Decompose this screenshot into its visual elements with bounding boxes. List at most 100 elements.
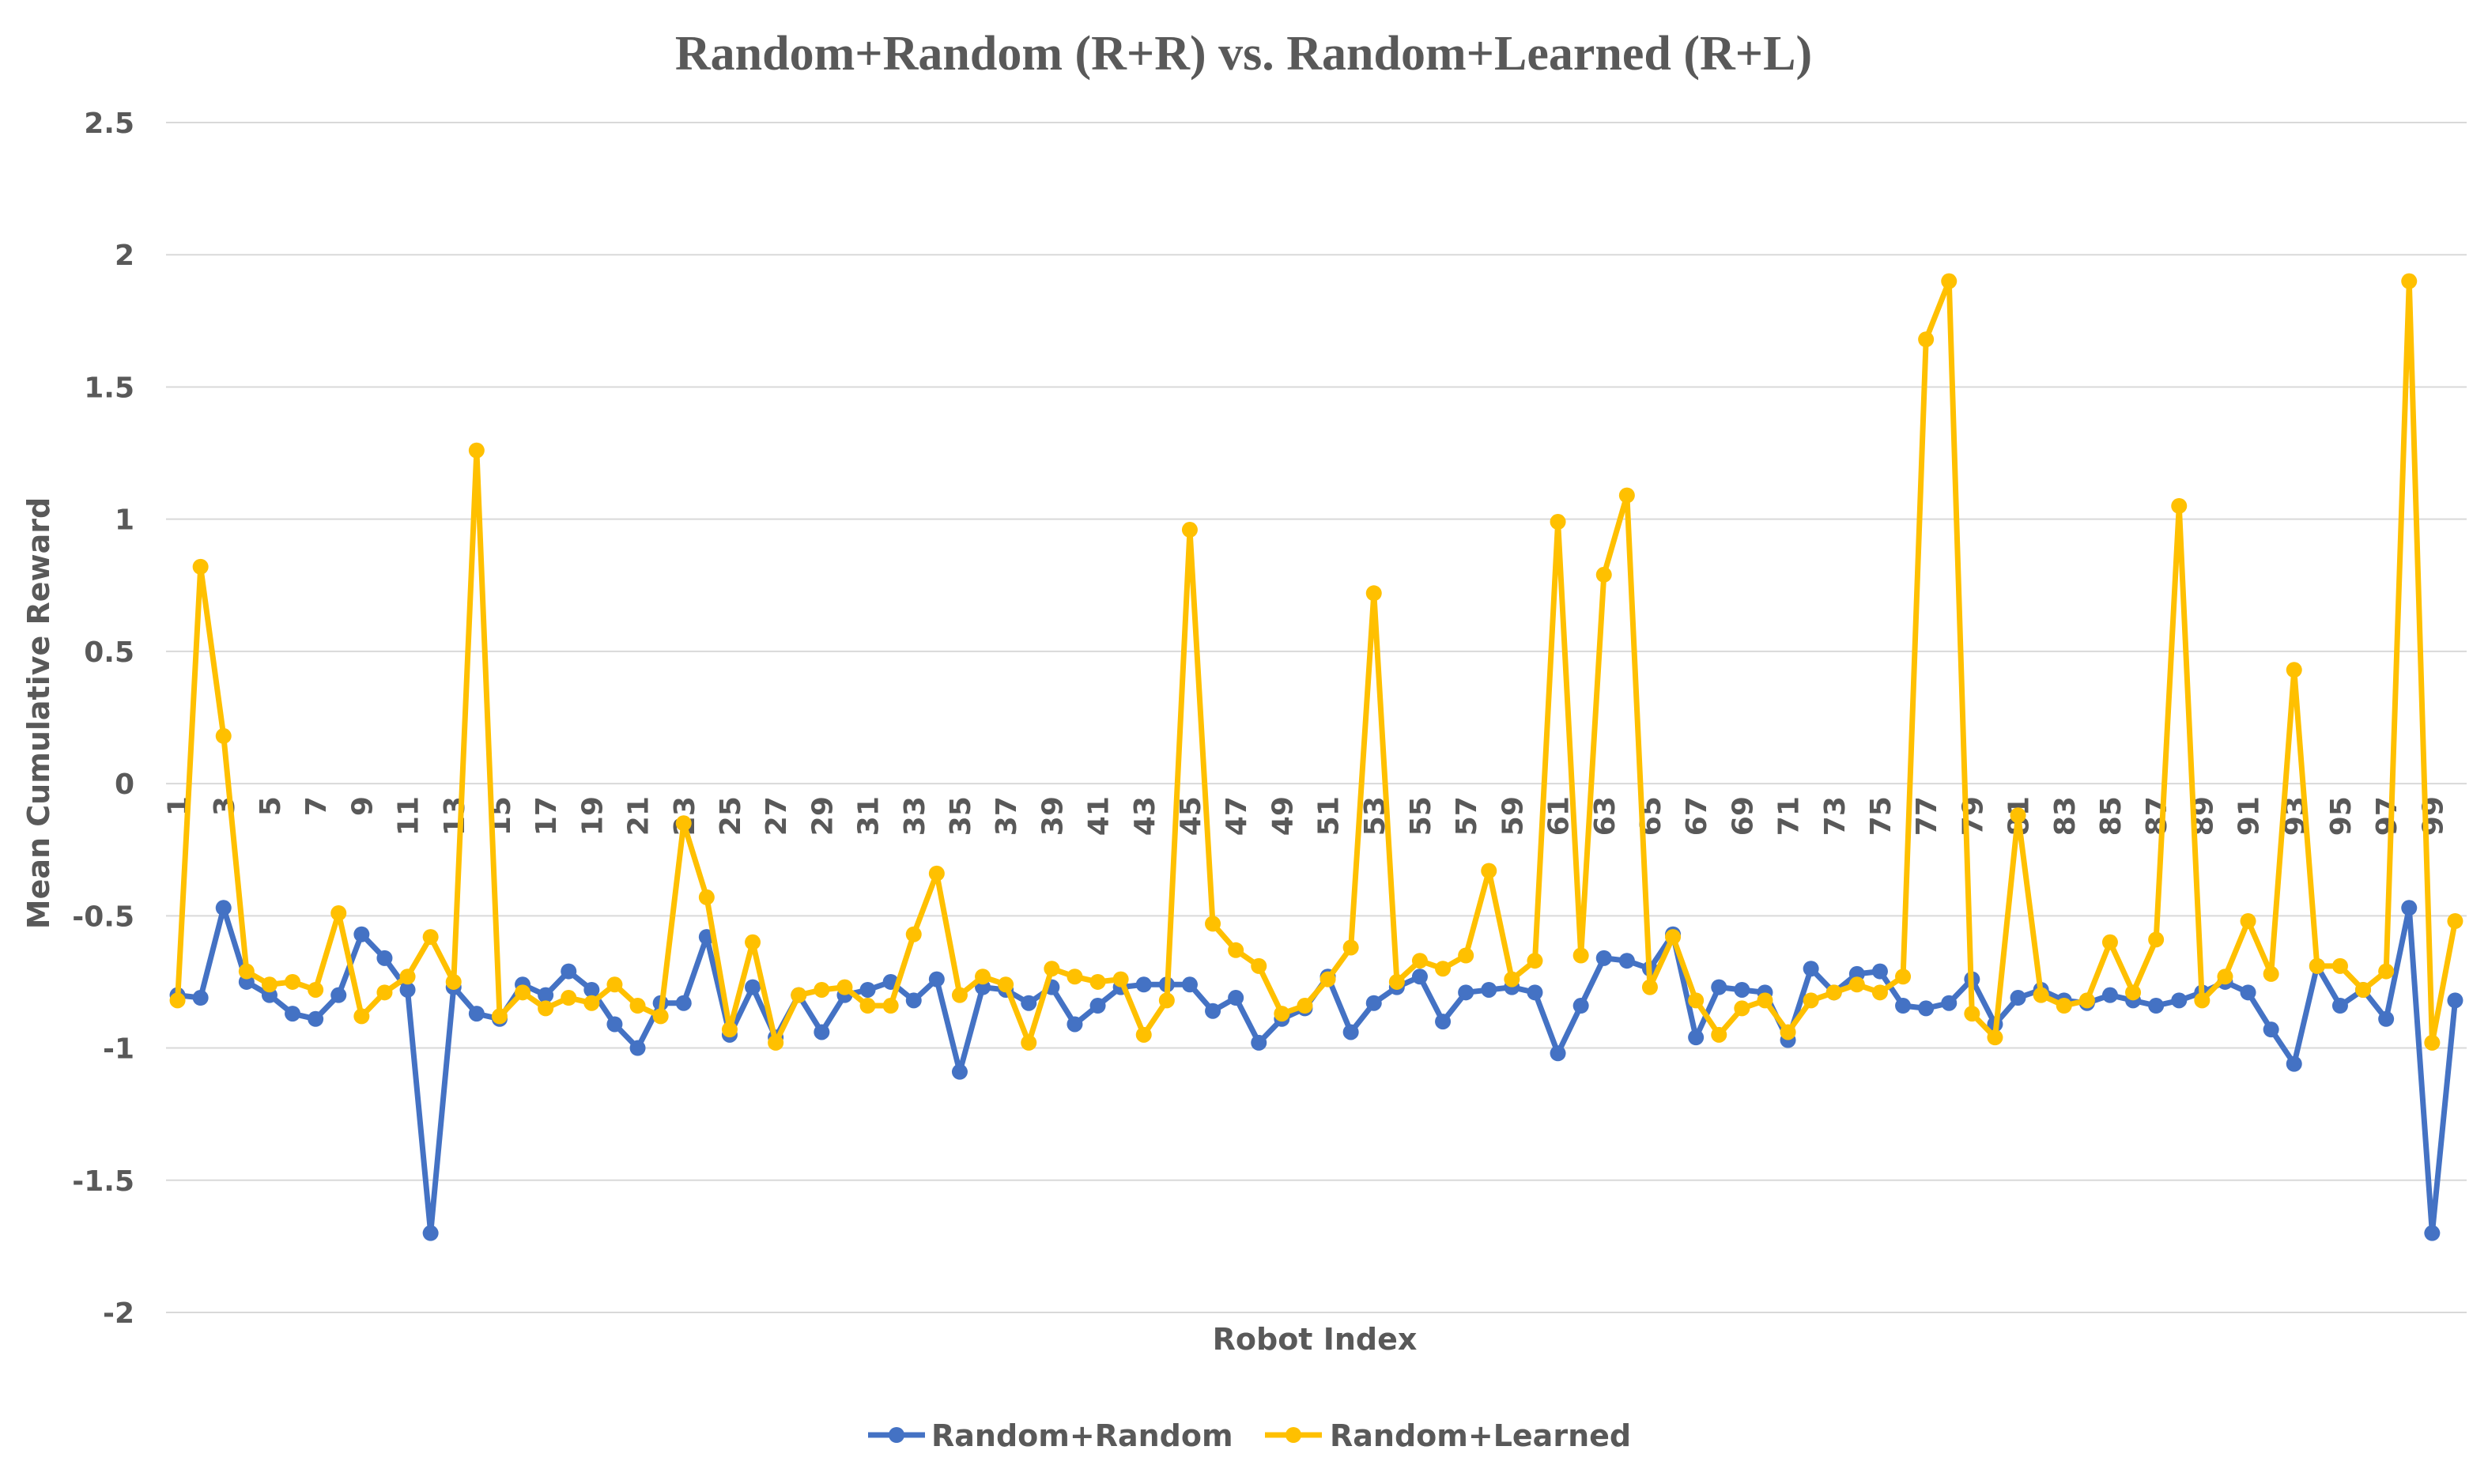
data-point-random-learned — [308, 981, 324, 998]
data-point-random-learned — [905, 926, 922, 942]
data-point-random-random — [1895, 998, 1912, 1014]
x-tick-label: 75 — [1865, 796, 1897, 836]
data-point-random-learned — [1388, 973, 1405, 990]
data-point-random-random — [1572, 998, 1589, 1014]
data-point-random-learned — [515, 984, 531, 1001]
data-point-random-random — [1411, 969, 1428, 985]
data-point-random-learned — [2078, 992, 2095, 1009]
data-point-random-random — [1618, 953, 1635, 969]
data-point-random-random — [308, 1010, 324, 1027]
legend: Random+Random Random+Learned — [868, 1418, 1631, 1453]
data-point-random-learned — [928, 865, 945, 882]
data-point-random-random — [215, 900, 232, 916]
data-point-random-learned — [1618, 487, 1635, 504]
data-point-random-learned — [192, 558, 209, 575]
legend-item-random-random: Random+Random — [868, 1418, 1233, 1453]
x-tick-label: 29 — [806, 796, 839, 836]
data-point-random-learned — [768, 1034, 784, 1051]
data-point-random-random — [859, 981, 876, 998]
x-tick-label: 31 — [853, 796, 885, 836]
x-tick-label: 61 — [1543, 796, 1576, 836]
data-point-random-random — [1205, 1003, 1221, 1019]
y-tick-label: -2 — [103, 1297, 134, 1330]
x-tick-label: 91 — [2233, 796, 2266, 836]
data-point-random-learned — [1365, 585, 1382, 602]
data-point-random-learned — [1665, 929, 1682, 946]
series-random-learned — [169, 273, 2463, 1051]
data-point-random-learned — [1228, 942, 1244, 958]
data-point-random-learned — [1848, 976, 1865, 993]
data-point-random-learned — [951, 987, 968, 1003]
data-point-random-learned — [353, 1008, 370, 1025]
data-point-random-random — [1067, 1016, 1083, 1033]
data-point-random-learned — [1274, 1006, 1290, 1022]
x-tick-label: 71 — [1773, 796, 1806, 836]
data-point-random-random — [1734, 981, 1750, 998]
data-point-random-learned — [2240, 913, 2256, 930]
data-point-random-learned — [859, 998, 876, 1014]
data-point-random-learned — [1481, 863, 1497, 879]
data-point-random-learned — [1435, 961, 1452, 977]
data-point-random-random — [1021, 995, 1037, 1011]
data-point-random-learned — [1504, 971, 1520, 987]
data-point-random-learned — [1067, 969, 1083, 985]
data-point-random-random — [1527, 984, 1543, 1001]
data-point-random-random — [1803, 961, 1819, 977]
x-tick-label: 67 — [1681, 796, 1713, 836]
data-point-random-random — [285, 1006, 301, 1022]
data-point-random-random — [1550, 1045, 1566, 1062]
x-tick-label: 5 — [255, 796, 287, 816]
data-point-random-random — [2424, 1225, 2441, 1241]
gridlines — [166, 122, 2467, 1313]
series-line-random-learned — [175, 278, 2458, 1046]
x-tick-label: 13 — [439, 796, 471, 836]
data-point-random-learned — [836, 979, 853, 995]
data-point-random-learned — [215, 727, 232, 744]
data-point-random-random — [1228, 990, 1244, 1006]
data-point-random-random — [1871, 963, 1888, 980]
data-point-random-learned — [1987, 1029, 2003, 1046]
data-point-random-learned — [606, 976, 623, 993]
data-point-random-learned — [1572, 947, 1589, 964]
data-point-random-random — [1918, 1000, 1935, 1017]
data-point-random-learned — [1411, 953, 1428, 969]
data-point-random-learned — [1871, 984, 1888, 1001]
data-point-random-learned — [1734, 1000, 1750, 1017]
data-point-random-random — [905, 992, 922, 1009]
data-point-random-learned — [1780, 1024, 1796, 1040]
data-point-random-random — [2171, 992, 2188, 1009]
data-point-random-learned — [2424, 1034, 2441, 1051]
data-point-random-learned — [422, 929, 439, 946]
legend-label-random-random: Random+Random — [931, 1418, 1233, 1453]
data-point-random-learned — [1458, 947, 1474, 964]
data-point-random-random — [422, 1225, 439, 1241]
data-point-random-learned — [1021, 1034, 1037, 1051]
data-point-random-learned — [2447, 913, 2463, 930]
x-tick-label: 77 — [1911, 796, 1943, 836]
data-point-random-learned — [652, 1008, 669, 1025]
x-tick-label: 21 — [623, 796, 655, 836]
y-tick-label: 1.5 — [84, 372, 134, 404]
data-point-random-learned — [2148, 931, 2165, 948]
data-point-random-learned — [1641, 979, 1658, 995]
x-tick-label: 73 — [1819, 796, 1852, 836]
data-point-random-learned — [998, 976, 1014, 993]
data-point-random-learned — [583, 995, 600, 1011]
x-tick-label: 27 — [761, 796, 793, 836]
data-point-random-random — [2447, 992, 2463, 1009]
data-point-random-random — [2263, 1021, 2279, 1038]
data-point-random-learned — [1964, 1006, 1980, 1022]
data-point-random-random — [1089, 998, 1106, 1014]
data-point-random-learned — [882, 998, 899, 1014]
data-point-random-learned — [2309, 957, 2325, 974]
y-tick-label: 2 — [115, 240, 134, 272]
x-tick-label: 45 — [1175, 796, 1207, 836]
data-point-random-learned — [721, 1021, 738, 1038]
data-point-random-learned — [675, 815, 692, 832]
data-point-random-learned — [1895, 969, 1912, 985]
data-point-random-learned — [1297, 998, 1313, 1014]
x-tick-label: 79 — [1957, 796, 1989, 836]
x-tick-label: 33 — [899, 796, 931, 836]
data-point-random-learned — [1918, 331, 1935, 348]
data-point-random-random — [2401, 900, 2418, 916]
